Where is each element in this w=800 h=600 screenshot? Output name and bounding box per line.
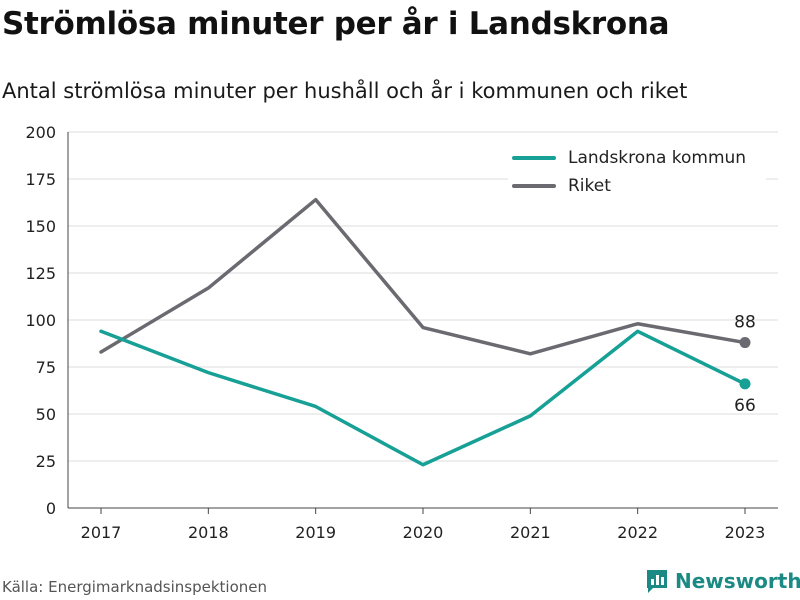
y-tick-label: 75 [36,358,56,377]
x-tick-label: 2023 [725,523,766,542]
series-line-riket [99,197,747,356]
legend-swatch-riket [512,184,556,188]
data-label-landskrona: 66 [734,396,756,416]
chart-title: Strömlösa minuter per år i Landskrona [2,6,670,42]
x-tick-label: 2021 [510,523,551,542]
end-point-landskrona [739,378,751,390]
brand-name: Newsworthy [675,569,800,593]
legend-label-riket: Riket [568,176,611,196]
x-tick-label: 2022 [617,523,658,542]
y-tick-label: 150 [25,217,56,236]
x-tick-label: 2019 [295,523,336,542]
y-tick-label: 0 [46,499,56,518]
y-tick-label: 25 [36,452,56,471]
legend: Landskrona kommun Riket [508,144,766,200]
x-tick-label: 2018 [188,523,229,542]
series-line-landskrona [99,329,747,467]
legend-item-riket: Riket [508,172,766,200]
y-tick-label: 125 [25,264,56,283]
source-note: Källa: Energimarknadsinspektionen [2,578,268,596]
y-tick-label: 100 [25,311,56,330]
legend-swatch-landskrona [512,156,556,160]
legend-item-landskrona: Landskrona kommun [508,144,766,172]
y-tick-label: 200 [25,123,56,142]
y-tick-label: 175 [25,170,56,189]
brand: Newsworthy [645,568,800,594]
legend-label-landskrona: Landskrona kommun [568,148,747,168]
end-point-riket [739,337,751,349]
x-tick-label: 2020 [403,523,444,542]
chart-subtitle: Antal strömlösa minuter per hushåll och … [2,79,688,103]
newsworthy-logo-icon [647,570,667,593]
y-tick-label: 50 [36,405,56,424]
data-label-riket: 88 [734,313,756,333]
x-tick-label: 2017 [81,523,122,542]
